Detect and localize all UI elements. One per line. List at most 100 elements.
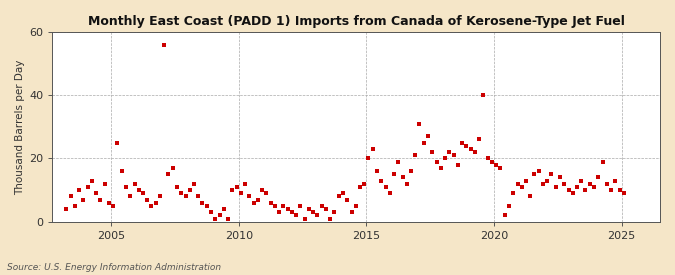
Point bbox=[99, 182, 110, 186]
Point bbox=[265, 200, 276, 205]
Point bbox=[151, 200, 161, 205]
Point bbox=[495, 166, 506, 170]
Point bbox=[120, 185, 131, 189]
Point bbox=[350, 204, 361, 208]
Point bbox=[478, 93, 489, 97]
Point bbox=[525, 194, 536, 199]
Point bbox=[333, 194, 344, 199]
Point bbox=[184, 188, 195, 192]
Point bbox=[138, 191, 148, 196]
Point bbox=[563, 188, 574, 192]
Point bbox=[244, 194, 255, 199]
Point bbox=[406, 169, 416, 173]
Point bbox=[354, 185, 365, 189]
Point bbox=[533, 169, 544, 173]
Point bbox=[321, 207, 331, 211]
Point bbox=[589, 185, 599, 189]
Point bbox=[508, 191, 518, 196]
Point bbox=[605, 188, 616, 192]
Point bbox=[474, 137, 485, 142]
Point bbox=[346, 210, 357, 214]
Point bbox=[418, 141, 429, 145]
Point bbox=[487, 160, 497, 164]
Point bbox=[529, 172, 540, 177]
Point bbox=[269, 204, 280, 208]
Point bbox=[618, 191, 629, 196]
Point bbox=[252, 197, 263, 202]
Point bbox=[103, 200, 114, 205]
Point bbox=[261, 191, 271, 196]
Point bbox=[538, 182, 549, 186]
Point bbox=[444, 150, 455, 154]
Point bbox=[248, 200, 259, 205]
Point bbox=[295, 204, 306, 208]
Point bbox=[197, 200, 208, 205]
Point bbox=[86, 178, 97, 183]
Point bbox=[500, 213, 510, 218]
Point bbox=[448, 153, 459, 158]
Point bbox=[470, 150, 481, 154]
Point bbox=[112, 141, 123, 145]
Point bbox=[554, 175, 565, 180]
Point bbox=[359, 182, 370, 186]
Point bbox=[317, 204, 327, 208]
Point bbox=[389, 172, 400, 177]
Point bbox=[70, 204, 80, 208]
Point bbox=[227, 188, 238, 192]
Point bbox=[299, 216, 310, 221]
Point bbox=[206, 210, 217, 214]
Point bbox=[163, 172, 174, 177]
Point bbox=[312, 213, 323, 218]
Point bbox=[78, 197, 89, 202]
Point bbox=[516, 185, 527, 189]
Point bbox=[142, 197, 153, 202]
Point bbox=[176, 191, 187, 196]
Point bbox=[61, 207, 72, 211]
Point bbox=[236, 191, 246, 196]
Point bbox=[610, 178, 621, 183]
Point bbox=[580, 188, 591, 192]
Point bbox=[585, 182, 595, 186]
Point bbox=[376, 178, 387, 183]
Point bbox=[567, 191, 578, 196]
Text: Source: U.S. Energy Information Administration: Source: U.S. Energy Information Administ… bbox=[7, 263, 221, 272]
Point bbox=[542, 178, 553, 183]
Point bbox=[546, 172, 557, 177]
Point bbox=[193, 194, 204, 199]
Point bbox=[559, 182, 570, 186]
Point bbox=[159, 42, 169, 47]
Point bbox=[74, 188, 84, 192]
Point bbox=[410, 153, 421, 158]
Y-axis label: Thousand Barrels per Day: Thousand Barrels per Day bbox=[15, 59, 25, 194]
Point bbox=[414, 122, 425, 126]
Point bbox=[282, 207, 293, 211]
Point bbox=[423, 134, 433, 139]
Point bbox=[465, 147, 476, 151]
Point bbox=[125, 194, 136, 199]
Point bbox=[171, 185, 182, 189]
Point bbox=[240, 182, 250, 186]
Point bbox=[452, 163, 463, 167]
Point bbox=[363, 156, 374, 161]
Point bbox=[342, 197, 352, 202]
Point bbox=[91, 191, 102, 196]
Point bbox=[291, 213, 302, 218]
Point bbox=[461, 144, 472, 148]
Point bbox=[427, 150, 437, 154]
Point bbox=[601, 182, 612, 186]
Point bbox=[572, 185, 583, 189]
Point bbox=[82, 185, 93, 189]
Point bbox=[372, 169, 383, 173]
Point bbox=[457, 141, 468, 145]
Point bbox=[286, 210, 297, 214]
Point bbox=[367, 147, 378, 151]
Point bbox=[325, 216, 335, 221]
Point bbox=[95, 197, 106, 202]
Point bbox=[304, 207, 315, 211]
Point bbox=[146, 204, 157, 208]
Title: Monthly East Coast (PADD 1) Imports from Canada of Kerosene-Type Jet Fuel: Monthly East Coast (PADD 1) Imports from… bbox=[88, 15, 624, 28]
Point bbox=[201, 204, 212, 208]
Point bbox=[273, 210, 284, 214]
Point bbox=[435, 166, 446, 170]
Point bbox=[520, 178, 531, 183]
